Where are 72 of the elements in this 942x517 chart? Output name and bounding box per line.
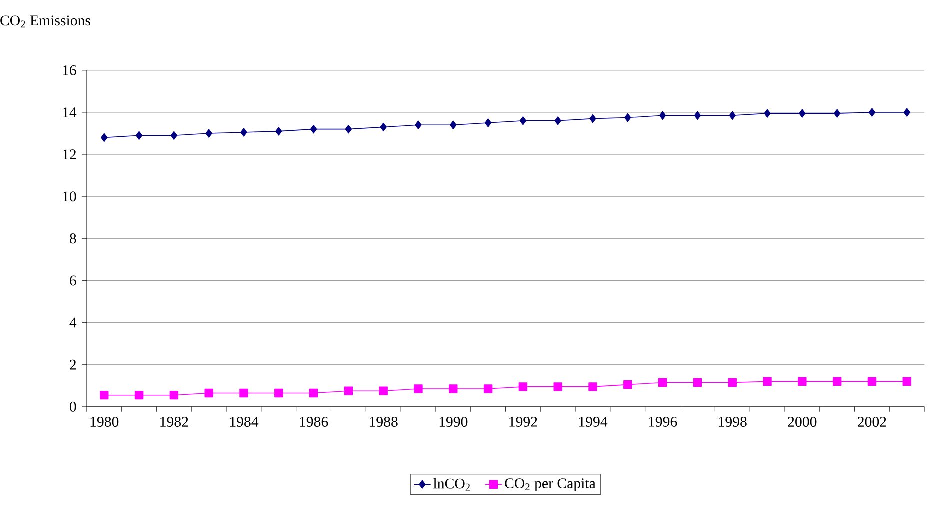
point [310, 124, 318, 134]
point [658, 378, 668, 388]
point [240, 388, 248, 398]
point [659, 111, 666, 120]
point [799, 109, 806, 118]
x-tick-label: 1994 [579, 416, 608, 427]
point [240, 128, 248, 137]
y-tick-label: 12 [63, 150, 76, 160]
y-tick-label: 10 [63, 192, 76, 202]
y-tick-label: 0 [70, 402, 76, 412]
point [415, 120, 422, 130]
point [832, 377, 842, 386]
point [729, 111, 736, 120]
y-tick-label: 16 [63, 65, 76, 76]
point [798, 377, 807, 386]
point [834, 109, 841, 118]
x-tick-label: 1982 [160, 416, 188, 427]
point [345, 124, 352, 134]
x-tick-label: 1996 [649, 416, 678, 427]
x-tick-label: 2002 [858, 416, 886, 427]
point [276, 127, 282, 136]
point [379, 386, 388, 396]
point [520, 116, 527, 126]
point [694, 111, 702, 120]
point [868, 108, 876, 117]
point [904, 108, 910, 117]
point [206, 129, 212, 138]
point [136, 131, 143, 140]
point [518, 382, 528, 392]
x-tick-label: 1980 [90, 416, 119, 427]
point [868, 377, 877, 386]
point [380, 122, 387, 132]
point [204, 388, 214, 398]
point [764, 109, 771, 118]
x-tick-label: 1984 [230, 416, 259, 427]
x-tick-label: 1988 [370, 416, 398, 427]
y-tick-label: 6 [70, 276, 76, 286]
legend-label: lnCO$_{2}$ [434, 478, 470, 491]
x-tick-label: 1998 [719, 416, 747, 427]
y-tick-label: 4 [70, 318, 77, 328]
point [450, 120, 457, 130]
point [484, 384, 493, 394]
point [449, 384, 458, 394]
point [902, 377, 912, 386]
point [274, 388, 284, 398]
point [170, 131, 178, 140]
point [554, 116, 562, 126]
point [484, 118, 492, 128]
point [309, 388, 318, 398]
y-tick-label: 2 [70, 360, 76, 370]
x-tick-label: 2000 [788, 416, 817, 427]
point [344, 386, 354, 396]
point [100, 390, 109, 400]
point [624, 113, 632, 122]
point [693, 378, 702, 388]
point [134, 390, 144, 400]
point [101, 133, 108, 142]
y-tick-label: 8 [70, 234, 76, 244]
point [554, 382, 562, 392]
x-tick-label: 1992 [510, 416, 538, 427]
y-axis-title: CO$_{2}$ Emissions [0, 16, 90, 28]
point [590, 114, 596, 124]
x-tick-label: 1990 [440, 416, 468, 427]
y-tick-label: 14 [63, 108, 77, 118]
point [728, 378, 737, 388]
point [624, 380, 632, 390]
point [588, 382, 598, 392]
point [763, 377, 772, 386]
point [170, 390, 179, 400]
point [414, 384, 423, 394]
legend-label: CO$_{2}$ per Capita [505, 478, 596, 492]
x-tick-label: 1986 [300, 416, 328, 427]
